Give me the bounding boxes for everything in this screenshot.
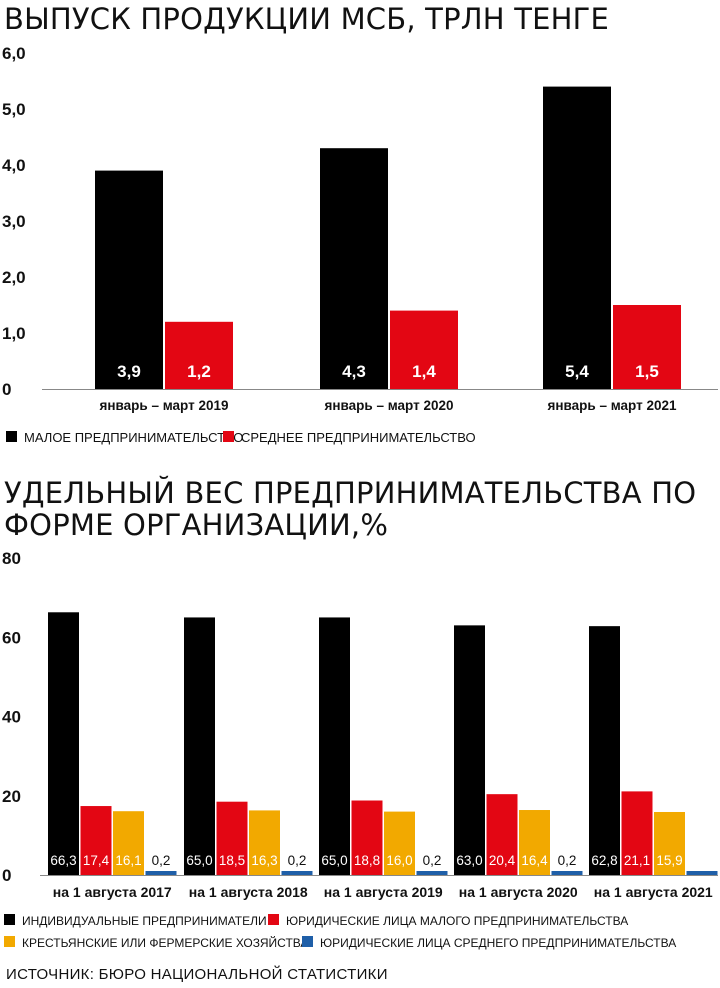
data-label: 3,9 [117,362,141,381]
bar [95,170,163,389]
data-label: 18,8 [354,853,380,868]
data-label: 0,2 [288,853,307,868]
chart2-title: УДЕЛЬНЫЙ ВЕС ПРЕДПРИНИМАТЕЛЬСТВА ПО ФОРМ… [4,476,697,542]
legend-swatch [268,914,279,925]
legend-label: СРЕДНЕЕ ПРЕДПРИНИМАТЕЛЬСТВО [241,430,476,445]
data-label: 16,1 [115,853,141,868]
legend-swatch [6,431,17,442]
legend-swatch [4,914,15,925]
data-label: 5,4 [565,362,589,381]
legend-label: ЮРИДИЧЕСКИЕ ЛИЦА МАЛОГО ПРЕДПРИНИМАТЕЛЬС… [286,914,628,928]
chart1-svg: 0 1,0 2,0 3,0 4,0 5,0 6,0 3,9 1,2 январь – март 2… [2,44,718,445]
data-label: 15,9 [656,853,682,868]
bar [589,626,620,875]
data-label: 16,0 [386,853,412,868]
x-tick-label: на 1 августа 2017 [53,884,172,900]
bar [216,801,248,875]
bar [281,871,313,875]
data-label: 21,1 [624,853,650,868]
bar [519,810,550,875]
bar [621,791,653,875]
data-label: 16,4 [521,853,548,868]
chart2-svg: 0 20 40 60 80 66,3 17,4 16,1 0,2 на 1 августа 201… [2,549,718,950]
y-tick-label: 80 [2,549,21,568]
bar [486,794,518,875]
legend-label: ИНДИВИДУАЛЬНЫЕ ПРЕДПРИНИМАТЕЛИ [22,914,267,928]
x-tick-label: на 1 августа 2020 [459,884,578,900]
data-label: 1,2 [187,362,211,381]
data-label: 66,3 [50,853,76,868]
y-tick-label: 40 [2,708,21,727]
data-label: 1,5 [635,362,659,381]
data-label: 65,0 [321,853,347,868]
legend-swatch [302,936,313,947]
bar [384,811,415,875]
bar [113,811,144,875]
data-label: 62,8 [591,853,617,868]
y-tick-label: 60 [2,628,21,647]
bar [145,871,177,875]
y-tick-label: 5,0 [2,100,26,119]
x-tick-label: январь – март 2020 [325,398,454,413]
legend-label: МАЛОЕ ПРЕДПРИНИМАТЕЛЬСТВО [24,430,243,445]
data-label: 4,3 [342,362,366,381]
x-tick-label: на 1 августа 2018 [189,884,308,900]
bar [320,148,388,389]
data-label: 0,2 [423,853,442,868]
data-label: 1,4 [412,362,436,381]
data-label: 0,2 [558,853,577,868]
y-tick-label: 3,0 [2,212,26,231]
bar [416,871,448,875]
bar [351,800,383,875]
bar [390,310,458,389]
data-label: 65,0 [186,853,212,868]
source-note: ИСТОЧНИК: БЮРО НАЦИОНАЛЬНОЙ СТАТИСТИКИ [6,966,388,983]
bar [613,305,681,389]
y-tick-label: 0 [2,866,11,885]
bar [184,617,215,875]
y-tick-label: 0 [2,380,11,399]
bar [686,871,718,875]
bar [165,321,233,389]
legend-swatch [223,431,234,442]
data-label: 18,5 [219,853,245,868]
legend-label: КРЕСТЬЯНСКИЕ ИЛИ ФЕРМЕРСКИЕ ХОЗЯЙСТВА [22,935,308,950]
bar [80,806,112,875]
x-tick-label: январь – март 2019 [100,398,229,413]
legend-label: ЮРИДИЧЕСКИЕ ЛИЦА СРЕДНЕГО ПРЕДПРИНИМАТЕЛ… [320,936,676,950]
data-label: 16,3 [251,853,277,868]
bar [249,810,280,875]
legend-swatch [4,936,15,947]
x-tick-label: на 1 августа 2019 [324,884,443,900]
y-tick-label: 6,0 [2,44,26,63]
bar [654,811,685,875]
x-tick-label: на 1 августа 2021 [594,884,713,900]
data-label: 20,4 [489,853,516,868]
data-label: 17,4 [83,853,110,868]
x-tick-label: январь – март 2021 [548,398,677,413]
y-tick-label: 1,0 [2,324,26,343]
data-label: 63,0 [456,853,482,868]
bar [319,617,350,875]
y-tick-label: 2,0 [2,268,26,287]
y-tick-label: 4,0 [2,156,26,175]
bar [454,625,485,875]
bar [48,612,79,875]
bar [551,871,583,875]
chart1-title: ВЫПУСК ПРОДУКЦИИ МСБ, ТРЛН ТЕНГЕ [4,2,610,36]
y-tick-label: 20 [2,787,21,806]
bar [543,86,611,389]
data-label: 0,2 [152,853,171,868]
